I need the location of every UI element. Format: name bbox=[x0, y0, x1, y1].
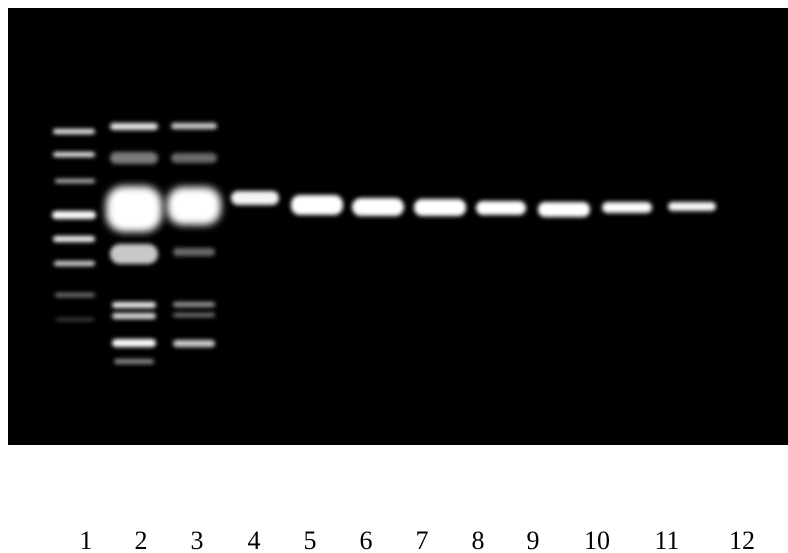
band bbox=[171, 153, 217, 163]
band bbox=[112, 339, 156, 347]
band bbox=[171, 123, 217, 129]
lane-labels: 1 2 3 4 5 6 7 8 9 10 11 12 bbox=[80, 526, 756, 553]
ladder-lane bbox=[52, 129, 96, 321]
lane-label: 3 bbox=[191, 526, 204, 553]
band bbox=[54, 261, 95, 266]
lane-3 bbox=[171, 123, 217, 347]
band bbox=[112, 313, 156, 319]
band bbox=[231, 191, 279, 205]
band bbox=[52, 211, 96, 219]
band bbox=[53, 129, 95, 134]
band bbox=[55, 293, 95, 297]
band bbox=[110, 244, 158, 264]
band bbox=[668, 202, 716, 211]
band bbox=[53, 152, 95, 157]
lane-2 bbox=[110, 123, 158, 364]
lane-label: 2 bbox=[135, 526, 148, 553]
band bbox=[112, 302, 156, 308]
band bbox=[602, 202, 652, 213]
band bbox=[538, 202, 590, 217]
band bbox=[114, 359, 154, 364]
lane-label: 9 bbox=[527, 526, 540, 553]
lane-label: 11 bbox=[654, 526, 679, 553]
band bbox=[56, 318, 94, 321]
band bbox=[110, 152, 158, 164]
band bbox=[291, 195, 343, 215]
band bbox=[352, 198, 404, 216]
lane-label: 1 bbox=[80, 526, 93, 553]
band bbox=[173, 313, 215, 317]
band bbox=[110, 123, 158, 130]
lane-label: 4 bbox=[248, 526, 261, 553]
lane-label: 7 bbox=[416, 526, 429, 553]
band bbox=[476, 201, 526, 215]
band bbox=[173, 248, 215, 256]
band bbox=[53, 236, 95, 242]
band bbox=[106, 186, 162, 232]
lane-label: 6 bbox=[360, 526, 373, 553]
band bbox=[167, 187, 221, 225]
lane-label: 12 bbox=[729, 526, 755, 553]
sample-lanes bbox=[231, 191, 716, 217]
band bbox=[414, 199, 466, 216]
band bbox=[55, 179, 95, 183]
band bbox=[173, 302, 215, 307]
lane-label: 5 bbox=[304, 526, 317, 553]
band bbox=[173, 340, 215, 347]
lane-label: 10 bbox=[584, 526, 610, 553]
lane-label: 8 bbox=[472, 526, 485, 553]
